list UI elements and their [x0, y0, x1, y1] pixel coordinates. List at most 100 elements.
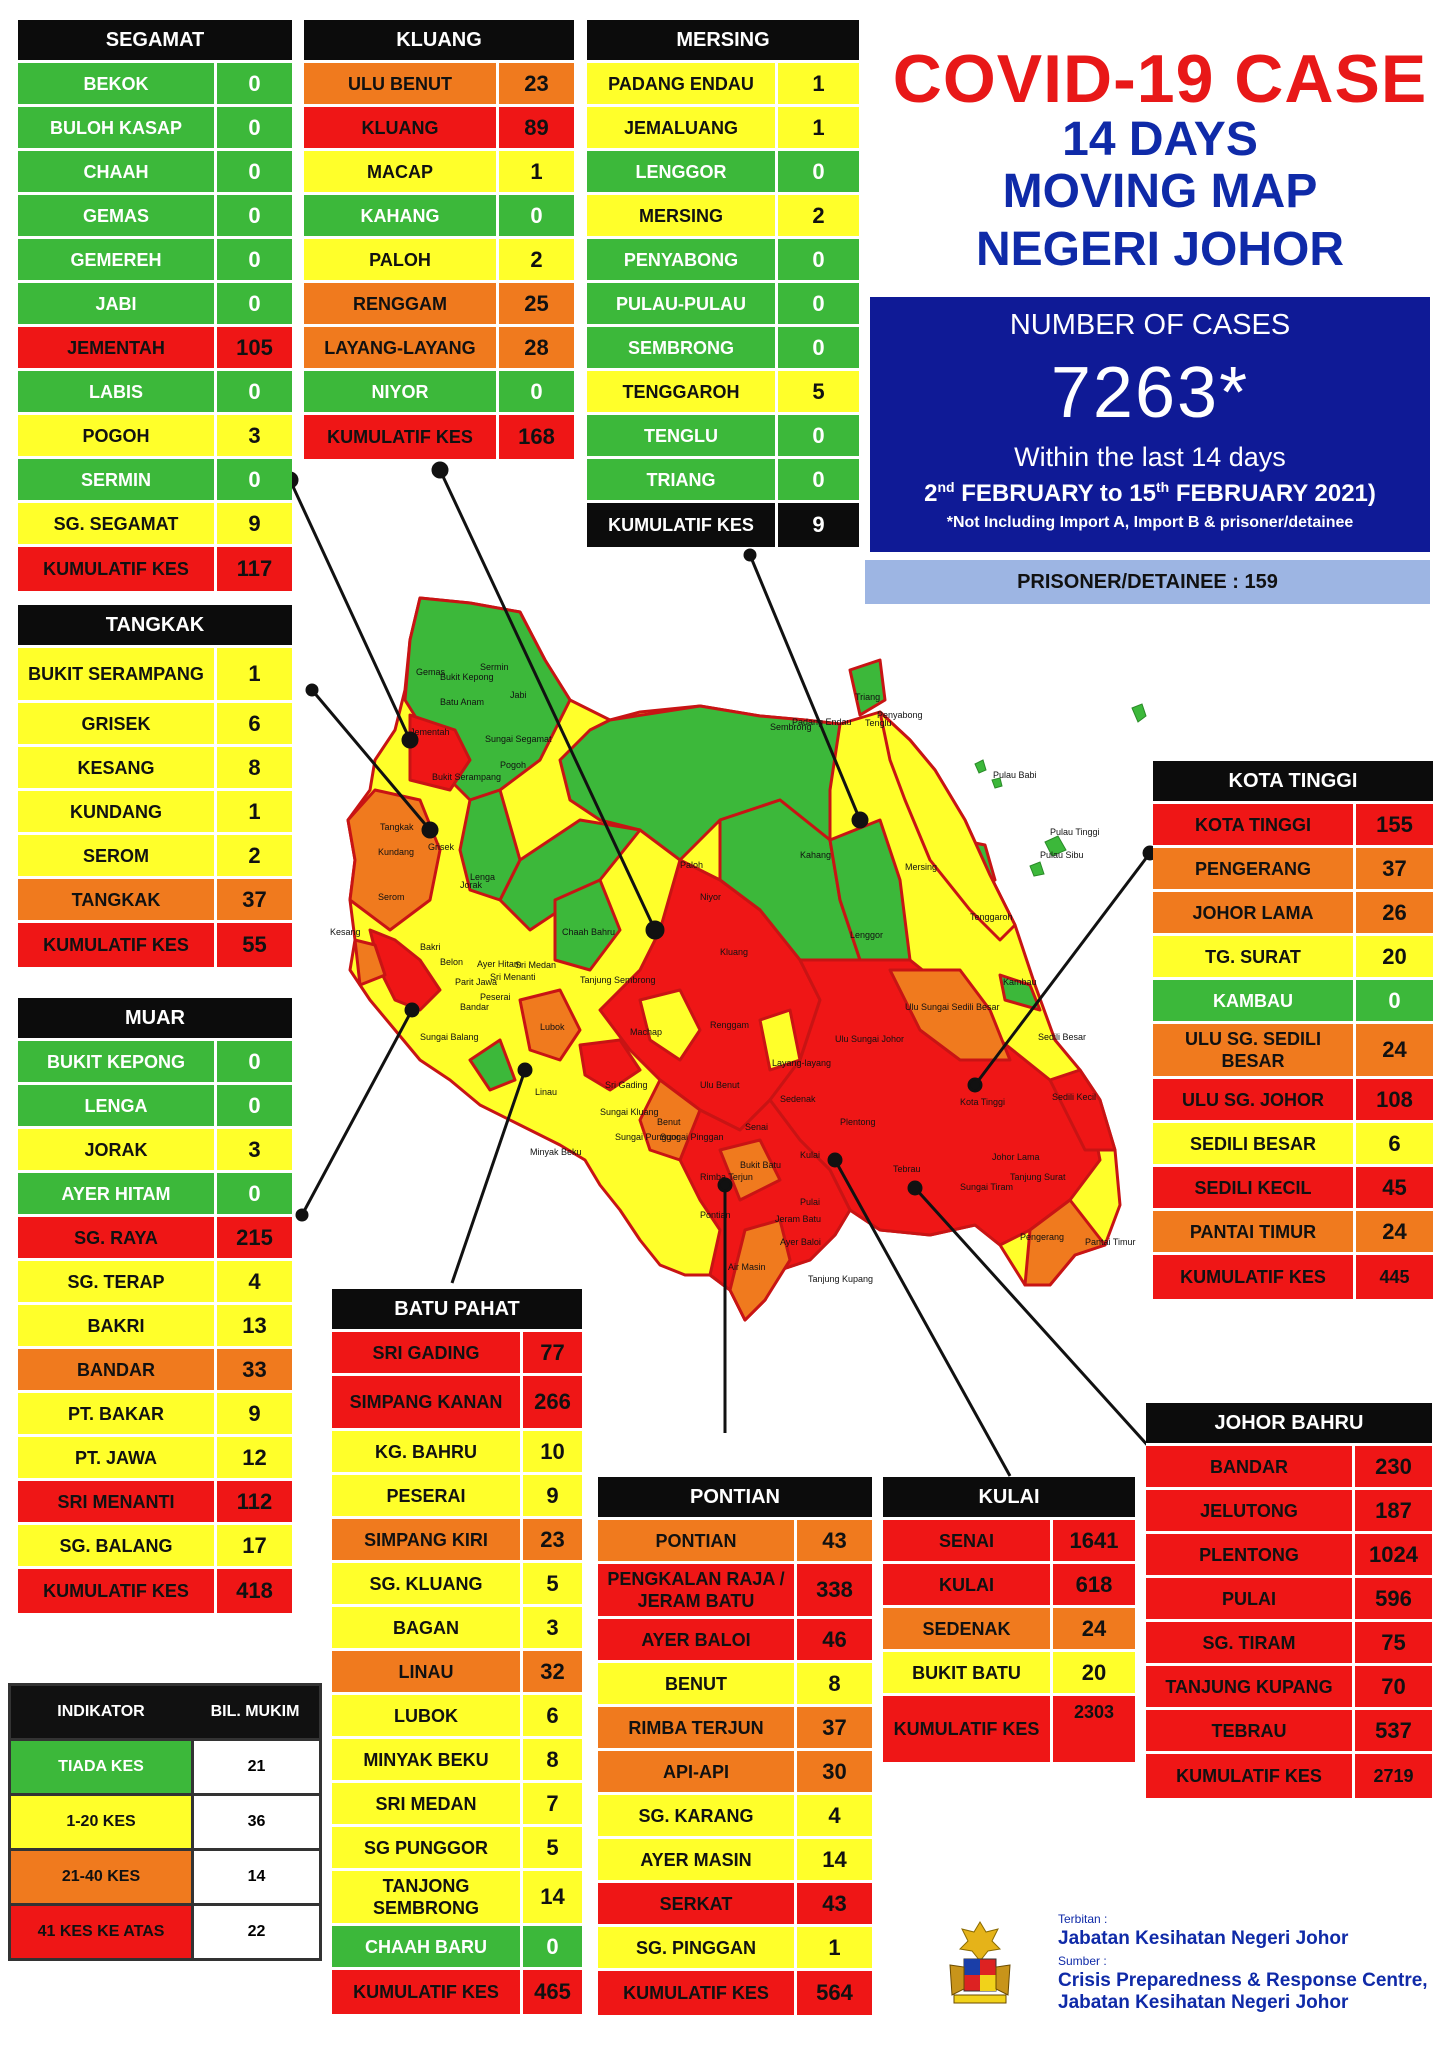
mukim-cases: 32	[520, 1651, 582, 1692]
mukim-name: JOHOR LAMA	[1153, 892, 1353, 933]
mukim-name: JEMENTAH	[18, 327, 214, 368]
mukim-row: SENAI 1641	[883, 1517, 1135, 1561]
mukim-cases: 24	[1353, 1211, 1433, 1252]
mukim-row: SG. BALANG 17	[18, 1522, 292, 1566]
mukim-row: TRIANG 0	[587, 456, 859, 500]
mukim-name: JELUTONG	[1146, 1490, 1352, 1531]
map-label-lenggor: Lenggor	[850, 930, 883, 940]
mukim-name: SEDILI KECIL	[1153, 1167, 1353, 1208]
mukim-row: LENGA 0	[18, 1082, 292, 1126]
mukim-cases: 37	[1353, 848, 1433, 889]
map-label-padang-endau: Padang Endau	[792, 717, 852, 727]
map-label-air-masin: Air Masin	[728, 1262, 766, 1272]
mukim-cases: 0	[214, 1041, 292, 1082]
mukim-cases: 0	[214, 1085, 292, 1126]
map-label-kundang: Kundang	[378, 847, 414, 857]
mukim-row: PT. BAKAR 9	[18, 1390, 292, 1434]
mukim-row: API-API 30	[598, 1748, 872, 1792]
kumulatif-label: KUMULATIF KES	[18, 1569, 214, 1613]
mukim-name: PULAI	[1146, 1578, 1352, 1619]
mukim-name: SEROM	[18, 835, 214, 876]
mukim-name: LINAU	[332, 1651, 520, 1692]
mukim-cases: 24	[1353, 1024, 1433, 1076]
mukim-cases: 0	[775, 239, 859, 280]
mukim-cases: 28	[496, 327, 574, 368]
kumulatif-row: KUMULATIF KES 418	[18, 1566, 292, 1613]
map-label-batu-anam: Batu Anam	[440, 697, 484, 707]
mukim-row: ULU BENUT 23	[304, 60, 574, 104]
mukim-cases: 13	[214, 1305, 292, 1346]
mukim-cases: 5	[520, 1563, 582, 1604]
mukim-cases: 9	[214, 1393, 292, 1434]
map-label-pulau-sibu: Pulau Sibu	[1040, 850, 1084, 860]
mukim-name: KLUANG	[304, 107, 496, 148]
mukim-name: BEKOK	[18, 63, 214, 104]
mukim-cases: 4	[794, 1795, 872, 1836]
map-label-jeram-batu: Jeram Batu	[775, 1214, 821, 1224]
mukim-cases: 6	[1353, 1123, 1433, 1164]
mukim-cases: 14	[794, 1839, 872, 1880]
map-label-bakri: Bakri	[420, 942, 441, 952]
mukim-cases: 70	[1352, 1666, 1432, 1707]
mukim-name: SG. TERAP	[18, 1261, 214, 1302]
mukim-cases: 0	[214, 239, 292, 280]
map-label-tanjung-kupang: Tanjung Kupang	[808, 1274, 873, 1284]
map-label-linau: Linau	[535, 1087, 557, 1097]
mukim-cases: 26	[1353, 892, 1433, 933]
map-label-belon: Belon	[440, 957, 463, 967]
map-label-peserai: Peserai	[480, 992, 511, 1002]
mukim-cases: 1	[794, 1927, 872, 1968]
map-label-kesang: Kesang	[330, 927, 361, 937]
map-label-penyabong: Penyabong	[877, 710, 923, 720]
map-label-jorak: Jorak	[460, 880, 483, 890]
mukim-name: BAKRI	[18, 1305, 214, 1346]
mukim-name: SRI GADING	[332, 1332, 520, 1373]
mukim-name: PULAU-PULAU	[587, 283, 775, 324]
mukim-row: TG. SURAT 20	[1153, 933, 1433, 977]
mukim-name: BENUT	[598, 1663, 794, 1704]
mukim-name: LENGGOR	[587, 151, 775, 192]
kumulatif-row: KUMULATIF KES 2719	[1146, 1751, 1432, 1798]
map-label-sedenak: Sedenak	[780, 1094, 816, 1104]
mukim-name: CHAAH BARU	[332, 1926, 520, 1967]
mukim-cases: 0	[775, 327, 859, 368]
district-table-kota-tinggi: KOTA TINGGI KOTA TINGGI 155 PENGERANG 37 JOHO…	[1153, 761, 1433, 1299]
mukim-name: LUBOK	[332, 1695, 520, 1736]
mukim-name: CHAAH	[18, 151, 214, 192]
mukim-cases: 105	[214, 327, 292, 368]
mukim-name: PESERAI	[332, 1475, 520, 1516]
mukim-row: SG. PINGGAN 1	[598, 1924, 872, 1968]
map-label-triang: Triang	[855, 692, 880, 702]
mukim-name: LAYANG-LAYANG	[304, 327, 496, 368]
mukim-row: PENYABONG 0	[587, 236, 859, 280]
map-label-renggam: Renggam	[710, 1020, 749, 1030]
number-of-cases-label: NUMBER OF CASES	[1009, 309, 1291, 341]
map-label-jabi: Jabi	[510, 690, 527, 700]
mukim-row: BAGAN 3	[332, 1604, 582, 1648]
map-label-ulu-benut: Ulu Benut	[700, 1080, 740, 1090]
mukim-name: JEMALUANG	[587, 107, 775, 148]
mukim-row: BEKOK 0	[18, 60, 292, 104]
mukim-cases: 0	[775, 459, 859, 500]
mukim-row: SG. KLUANG 5	[332, 1560, 582, 1604]
map-label-sungai-segamat: Sungai Segamat	[485, 734, 552, 744]
mukim-row: CHAAH BARU 0	[332, 1923, 582, 1967]
mukim-name: SG PUNGGOR	[332, 1827, 520, 1868]
legend-count: 14	[191, 1851, 319, 1903]
mukim-cases: 0	[214, 371, 292, 412]
mukim-cases: 2	[775, 195, 859, 236]
mukim-name: TANJUNG KUPANG	[1146, 1666, 1352, 1707]
mukim-row: BAKRI 13	[18, 1302, 292, 1346]
mukim-cases: 23	[496, 63, 574, 104]
mukim-name: JORAK	[18, 1129, 214, 1170]
district-table-tangkak: TANGKAK BUKIT SERAMPANG 1 GRISEK 6 KESANG 8 KUN…	[18, 605, 292, 967]
mukim-cases: 43	[794, 1520, 872, 1561]
map-label-sungai-pinggan: Sungai Pinggan	[660, 1132, 724, 1142]
kumulatif-row: KUMULATIF KES 445	[1153, 1252, 1433, 1299]
mukim-name: SG. PINGGAN	[598, 1927, 794, 1968]
mukim-row: RENGGAM 25	[304, 280, 574, 324]
mukim-name: POGOH	[18, 415, 214, 456]
kumulatif-total: 55	[214, 923, 292, 967]
